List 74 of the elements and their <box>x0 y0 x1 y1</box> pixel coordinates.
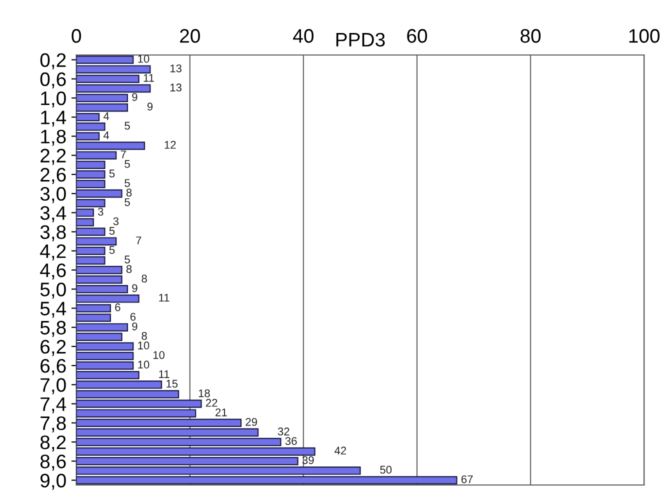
x-tick-label: 20 <box>180 29 200 43</box>
x-tick-label: 40 <box>293 29 314 43</box>
data-label: 5 <box>109 227 115 235</box>
data-label: 3 <box>113 217 119 226</box>
y-tick-label: 7,4 <box>40 397 66 414</box>
data-label: 6 <box>130 312 136 321</box>
data-label: 5 <box>109 170 115 178</box>
y-tick-label: 6,6 <box>40 359 66 376</box>
y-tick-label: 5,8 <box>40 320 66 337</box>
data-label: 10 <box>153 351 164 359</box>
data-label: 9 <box>147 102 153 111</box>
y-tick-label: 3,8 <box>40 225 66 242</box>
data-label: 4 <box>103 131 110 140</box>
data-label: 5 <box>109 246 115 254</box>
x-tick-label: 100 <box>629 29 660 43</box>
data-label: 36 <box>285 437 297 445</box>
data-label: 8 <box>142 332 147 340</box>
y-tick-label: 0,2 <box>40 53 66 70</box>
x-tick-label: 80 <box>520 29 541 43</box>
data-label: 10 <box>138 360 150 369</box>
data-label: 8 <box>126 188 132 197</box>
data-label: 4 <box>103 112 110 120</box>
data-label: 5 <box>124 179 130 187</box>
y-tick-label: 5,0 <box>40 282 66 299</box>
data-label: 50 <box>380 466 392 474</box>
data-label: 9 <box>132 93 138 101</box>
y-tick-label: 8,6 <box>40 454 66 471</box>
y-tick-label: 2,6 <box>40 168 66 184</box>
data-label: 18 <box>198 389 210 398</box>
y-tick-label: 1,8 <box>41 130 66 146</box>
y-tick-label: 9,0 <box>40 474 66 490</box>
data-label: 9 <box>132 322 138 330</box>
y-tick-label: 7,8 <box>40 416 66 432</box>
data-label: 10 <box>138 342 150 350</box>
data-label: 7 <box>120 150 126 158</box>
data-label: 5 <box>124 198 130 206</box>
y-tick-label: 1,0 <box>41 91 66 108</box>
data-label: 13 <box>170 64 182 72</box>
data-label: 5 <box>124 256 130 264</box>
data-label: 11 <box>144 74 154 82</box>
y-tick-label: 3,0 <box>40 187 66 204</box>
x-tick-label: 60 <box>407 29 428 43</box>
data-label: 67 <box>461 475 473 484</box>
data-label: 15 <box>166 380 178 388</box>
data-label: 8 <box>126 265 132 273</box>
x-axis-title: PPD3 <box>336 32 385 47</box>
data-label: 11 <box>159 294 170 302</box>
y-tick-label: 6,2 <box>40 340 66 356</box>
data-label: 29 <box>246 418 257 426</box>
data-label: 13 <box>170 84 182 92</box>
data-label: 21 <box>216 408 227 416</box>
data-label: 3 <box>98 208 104 216</box>
data-label: 5 <box>124 160 130 168</box>
y-tick-label: 3,4 <box>40 206 66 222</box>
data-label: 9 <box>132 284 138 292</box>
data-label: 11 <box>159 370 170 378</box>
y-tick-label: 7,0 <box>40 378 66 394</box>
data-label: 22 <box>206 398 218 407</box>
y-tick-label: 2,2 <box>40 148 66 165</box>
data-label: 8 <box>142 274 147 283</box>
data-label: 42 <box>334 446 346 454</box>
data-label: 6 <box>115 303 120 312</box>
y-tick-label: 1,4 <box>41 110 66 127</box>
y-tick-label: 8,2 <box>40 435 66 452</box>
y-tick-label: 4,2 <box>40 244 66 260</box>
y-tick-label: 5,4 <box>40 302 66 318</box>
data-label: 5 <box>124 122 130 130</box>
y-tick-label: 4,6 <box>40 263 66 280</box>
data-label: 7 <box>136 236 142 244</box>
data-label: 10 <box>138 54 150 63</box>
y-tick-label: 0,6 <box>40 72 66 88</box>
data-label: 12 <box>164 140 176 149</box>
data-label: 32 <box>278 428 290 436</box>
x-tick-label: 0 <box>72 29 82 43</box>
